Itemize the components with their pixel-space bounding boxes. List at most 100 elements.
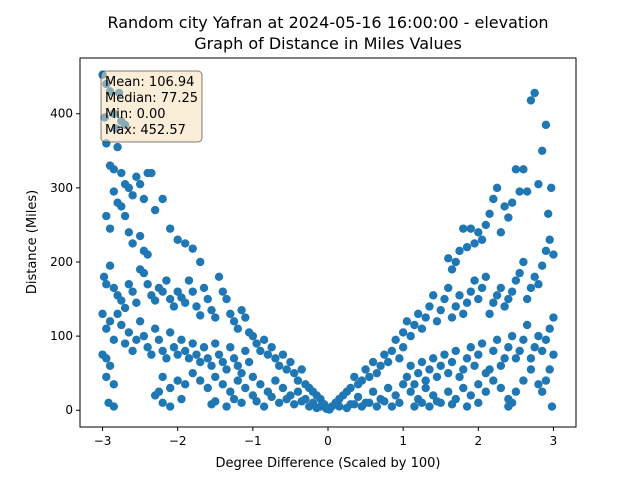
data-point	[150, 324, 160, 333]
data-point	[181, 298, 190, 307]
data-point	[233, 324, 243, 333]
data-point	[455, 291, 464, 300]
data-point	[477, 339, 487, 348]
data-point	[537, 146, 547, 156]
data-point	[545, 235, 554, 244]
data-point	[252, 339, 261, 348]
data-point	[462, 298, 472, 307]
data-point	[429, 291, 438, 300]
data-point	[203, 354, 212, 363]
data-point	[470, 276, 479, 285]
data-point	[481, 368, 491, 378]
data-point	[481, 220, 491, 230]
data-point	[117, 320, 126, 330]
data-point	[511, 354, 521, 363]
data-point	[361, 365, 370, 374]
data-point	[169, 302, 179, 311]
data-point	[226, 343, 235, 352]
data-point	[451, 302, 460, 311]
data-point	[459, 309, 468, 319]
data-point	[387, 346, 397, 356]
data-point	[105, 317, 115, 326]
data-point	[226, 309, 235, 319]
data-point	[353, 380, 363, 389]
data-point	[120, 211, 130, 221]
data-point	[199, 283, 209, 293]
data-point	[417, 324, 427, 333]
data-point	[181, 346, 190, 356]
data-point	[237, 368, 246, 378]
data-point	[132, 335, 141, 345]
data-point	[124, 280, 134, 289]
data-point	[462, 402, 472, 411]
data-point	[451, 257, 460, 267]
data-point	[241, 346, 250, 356]
data-point	[237, 305, 246, 315]
data-point	[278, 350, 288, 359]
data-point	[425, 365, 434, 374]
data-point	[241, 313, 250, 322]
data-point	[481, 387, 491, 396]
data-point	[169, 343, 179, 352]
data-point	[421, 376, 430, 385]
data-point	[368, 357, 378, 367]
data-point	[297, 365, 306, 374]
data-point	[102, 211, 111, 221]
data-point	[541, 376, 551, 385]
data-point	[211, 397, 220, 406]
data-point	[274, 361, 284, 370]
data-point	[229, 354, 239, 363]
data-point	[417, 398, 427, 408]
data-point	[233, 361, 243, 370]
x-tick-label: −3	[94, 434, 112, 448]
data-point	[158, 194, 167, 204]
data-point	[519, 376, 528, 385]
data-point	[203, 383, 212, 393]
data-point	[102, 354, 111, 363]
data-point	[135, 231, 145, 241]
data-point	[489, 376, 498, 385]
data-point	[534, 331, 543, 341]
data-point	[124, 183, 134, 193]
stats-median: Median: 77.25	[105, 91, 198, 106]
x-tick-label: 3	[550, 434, 558, 448]
data-point	[519, 257, 528, 267]
data-point	[496, 228, 506, 237]
data-point	[158, 398, 167, 408]
x-tick-label: 2	[474, 434, 482, 448]
data-point	[398, 343, 408, 352]
data-point	[519, 335, 528, 345]
data-point	[391, 335, 400, 345]
data-point	[500, 354, 509, 363]
data-point	[511, 387, 521, 396]
data-point	[421, 313, 430, 322]
data-point	[436, 361, 445, 370]
data-point	[511, 276, 521, 285]
data-point	[109, 380, 119, 389]
data-point	[481, 272, 491, 282]
data-point	[139, 331, 149, 341]
data-point	[211, 313, 220, 322]
data-point	[120, 339, 130, 348]
data-point	[515, 346, 524, 356]
data-point	[203, 294, 212, 304]
data-point	[135, 317, 145, 326]
data-point	[105, 261, 115, 270]
data-point	[353, 392, 363, 402]
data-point	[474, 380, 483, 389]
data-point	[350, 400, 359, 409]
data-point	[98, 309, 107, 319]
data-point	[365, 372, 374, 382]
data-point	[496, 383, 506, 393]
data-point	[105, 361, 115, 370]
data-point	[447, 357, 457, 367]
data-point	[417, 357, 427, 367]
x-tick-label: 0	[324, 434, 332, 448]
data-point	[432, 397, 442, 406]
data-point	[102, 324, 111, 333]
data-point	[425, 302, 434, 311]
data-point	[474, 350, 483, 359]
data-point	[500, 302, 509, 311]
data-point	[147, 350, 156, 359]
y-tick-label: 300	[50, 181, 73, 195]
